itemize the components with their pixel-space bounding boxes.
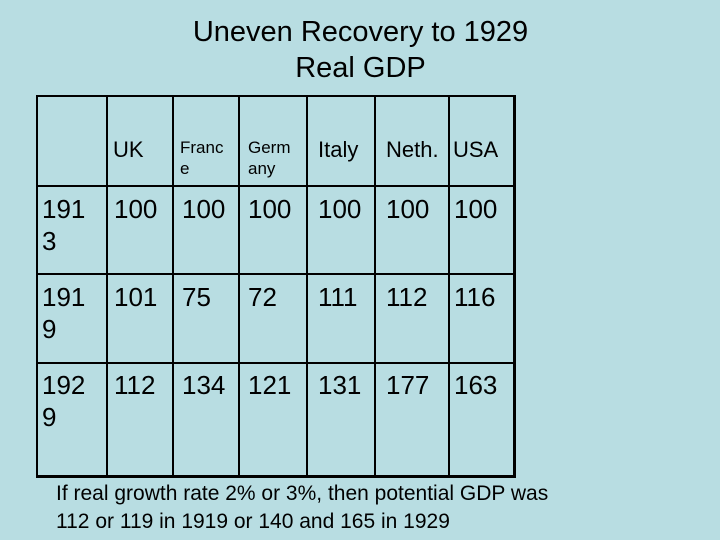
row-year-label: 191 3 (42, 194, 86, 256)
table-column-divider (106, 95, 108, 478)
table-cell: 100 (248, 194, 292, 224)
footnote-line-1: If real growth rate 2% or 3%, then poten… (56, 482, 549, 505)
footnote: If real growth rate 2% or 3%, then poten… (56, 480, 676, 536)
footnote-line-2: 112 or 119 in 1919 or 140 and 165 in 192… (56, 510, 450, 533)
table-cell: 177 (386, 370, 430, 400)
column-header: Italy (318, 137, 359, 162)
table-row-divider (36, 273, 516, 275)
table-column-divider (172, 95, 174, 478)
table-cell: 134 (182, 370, 226, 400)
table-column-divider (306, 95, 308, 478)
table-cell: 100 (114, 194, 158, 224)
table-cell: 112 (386, 282, 428, 312)
title-line-1: Uneven Recovery to 1929 (192, 16, 529, 48)
table-cell: 100 (182, 194, 226, 224)
slide-title: Uneven Recovery to 1929 Real GDP (0, 14, 720, 86)
table-frame (36, 95, 516, 478)
table-cell: 111 (318, 282, 358, 312)
table-row-divider (36, 185, 516, 187)
column-header: USA (453, 137, 499, 162)
table-cell: 72 (248, 282, 277, 312)
table-cell: 131 (318, 370, 362, 400)
row-year-label: 191 9 (42, 282, 86, 344)
table-column-divider (374, 95, 376, 478)
table-column-divider (448, 95, 450, 478)
table-cell: 116 (454, 282, 496, 312)
column-header: UK (113, 137, 144, 162)
table-cell: 163 (454, 370, 498, 400)
table-cell: 100 (454, 194, 498, 224)
table-column-divider (238, 95, 240, 478)
table-row-divider (36, 362, 516, 364)
row-year-label: 192 9 (42, 370, 86, 432)
table-cell: 112 (114, 370, 156, 400)
column-header: Germ any (248, 138, 291, 178)
table-cell: 101 (114, 282, 158, 312)
column-header: Franc e (180, 138, 224, 178)
table-cell: 75 (182, 282, 211, 312)
table-cell: 121 (248, 370, 292, 400)
title-line-2: Real GDP (295, 52, 426, 84)
table-cell: 100 (318, 194, 362, 224)
table-cell: 100 (386, 194, 430, 224)
column-header: Neth. (386, 137, 439, 162)
